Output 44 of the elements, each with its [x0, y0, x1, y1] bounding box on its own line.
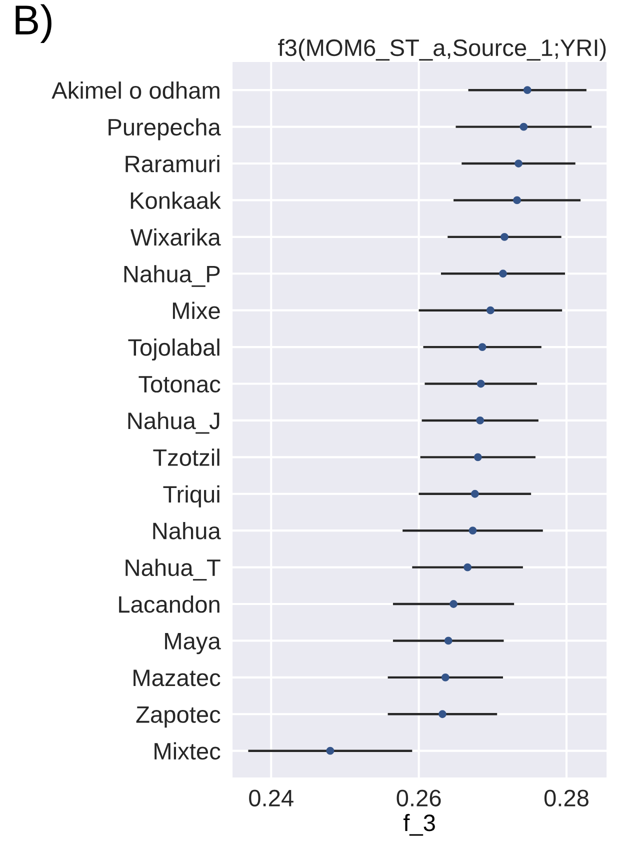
point: [476, 416, 484, 424]
point: [470, 490, 479, 498]
y-tick-label: Raramuri: [126, 154, 220, 172]
y-tick-label: Wixarika: [130, 228, 221, 246]
chart-title: f3(MOM6_ST_a,Source_1;YRI): [278, 38, 606, 61]
y-tick-label: Tzotzil: [153, 448, 220, 466]
point: [474, 453, 482, 462]
point: [468, 526, 477, 535]
point: [513, 196, 521, 204]
y-tick-label: Mixtec: [154, 742, 220, 760]
x-tick-label: 0.26: [396, 790, 441, 806]
y-tick-label: Nahua: [153, 522, 221, 540]
y-tick-label: Akimel o odham: [52, 82, 220, 99]
text: B): [16, 4, 52, 44]
point: [444, 636, 452, 645]
point: [500, 232, 508, 241]
point: [476, 380, 485, 388]
y-tick-label: Purepecha: [108, 118, 221, 140]
point: [326, 746, 334, 755]
y-tick-label: Nahua_P: [124, 265, 220, 287]
y-tick-label: Totonac: [138, 376, 220, 393]
point: [499, 270, 507, 278]
x-tick-label: 0.24: [249, 790, 294, 806]
y-tick-label: Maya: [165, 633, 221, 654]
point: [486, 306, 494, 314]
x-axis-title: f_3: [403, 814, 435, 836]
y-tick-label: Tojolabal: [128, 338, 220, 361]
x-tick-label: 0.28: [544, 790, 588, 806]
point: [441, 673, 450, 682]
point: [523, 86, 532, 94]
point: [520, 122, 528, 131]
y-tick-label: Nahua_J: [128, 412, 220, 434]
y-tick-label: Triqui: [163, 485, 220, 508]
y-tick-label: Konkaak: [130, 192, 221, 210]
point: [438, 710, 446, 718]
y-tick-label: Zapotec: [136, 706, 220, 728]
y-tick-label: Lacandon: [119, 595, 220, 613]
point: [464, 563, 472, 572]
y-tick-label: Mazatec: [134, 670, 220, 686]
y-tick-label: Mixe: [172, 302, 220, 320]
point: [514, 160, 522, 168]
y-tick-label: Nahua_T: [126, 558, 220, 581]
point: [450, 600, 458, 608]
point: [478, 343, 486, 352]
